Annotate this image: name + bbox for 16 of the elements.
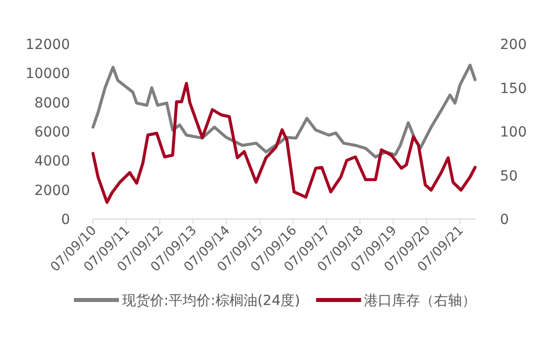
- y2-tick-label: 200: [500, 37, 527, 53]
- y2-tick-label: 100: [500, 124, 527, 140]
- legend-label: 港口库存（右轴）: [364, 293, 476, 309]
- line-series: [92, 64, 477, 159]
- y2-tick-label: 150: [500, 80, 527, 97]
- y2-tick-label: 50: [500, 168, 518, 184]
- y2-tick-label: 0: [500, 212, 509, 228]
- y-tick-label: 12000: [25, 37, 70, 53]
- y-tick-label: 10000: [25, 66, 70, 82]
- y-tick-label: 6000: [34, 124, 70, 140]
- y-tick-label: 2000: [34, 182, 70, 199]
- line-series: [92, 82, 477, 204]
- y-tick-label: 0: [61, 212, 70, 228]
- y-tick-label: 8000: [34, 95, 70, 112]
- y-tick-label: 4000: [34, 154, 70, 170]
- legend-label: 现货价:平均价:棕榈油(24度): [122, 293, 300, 309]
